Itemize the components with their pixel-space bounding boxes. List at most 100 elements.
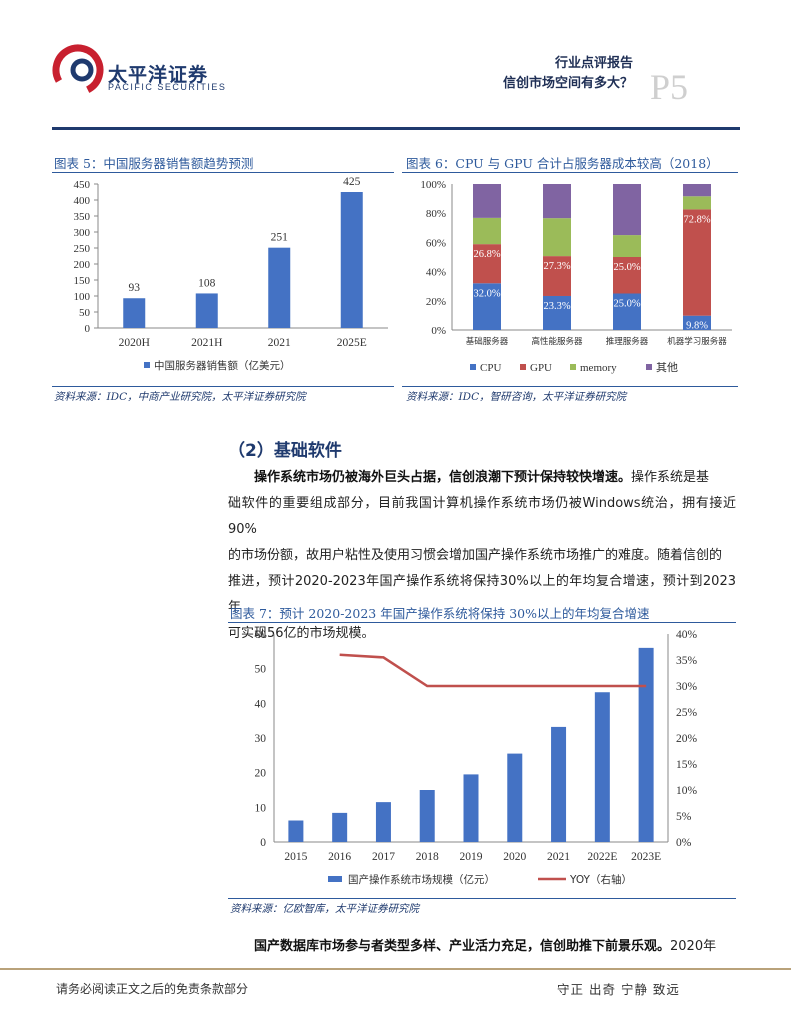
legend-label: YOY（右轴） [569, 873, 632, 886]
report-type: 行业点评报告 [554, 56, 633, 71]
y-tick-label: 350 [74, 211, 91, 223]
y-tick-label: 60% [426, 237, 446, 249]
stack-segment [613, 235, 641, 257]
data-label: 93 [129, 282, 141, 294]
stack-segment [543, 218, 571, 257]
legend-label: 其他 [656, 361, 678, 374]
y-tick-label: 50 [79, 307, 91, 319]
y-tick-label: 250 [74, 243, 91, 255]
bar [463, 774, 479, 842]
bar [638, 647, 654, 842]
x-tick-label: 高性能服务器 [531, 336, 583, 347]
company-logo [52, 44, 104, 96]
bar [551, 726, 567, 842]
bar [288, 820, 304, 842]
y-tick-label: 30 [255, 733, 267, 745]
data-label: 23.3% [543, 301, 570, 312]
legend-label: 中国服务器销售额（亿美元） [154, 359, 291, 372]
para-line-3: 的市场份额，故用户粘性及使用习惯会增加国产操作系统市场推广的难度。随着信创的 [228, 548, 723, 563]
data-label: 25.0% [613, 299, 640, 310]
logo-mark-icon [52, 44, 104, 96]
fig6-chart: 0% 20% 40% 60% 80% 100% 32.0% 26.8% 基础服务器 23.3% 27… [420, 179, 732, 374]
y-tick-label: 100 [74, 291, 91, 303]
y-tick-label: 150 [74, 275, 91, 287]
fig6-title: 图表 6：CPU 与 GPU 合计占服务器成本较高（2018） [406, 156, 719, 171]
bar [594, 692, 610, 842]
y-tick-label: 0 [260, 837, 266, 849]
y2-tick-label: 15% [676, 759, 698, 771]
legend-label: GPU [530, 362, 552, 374]
para-line-5: 可实现56亿的市场规模。 [228, 626, 375, 641]
fig7-source: 资料来源：亿欧智库，太平洋证券研究院 [230, 903, 419, 915]
footer-motto: 守正 出奇 宁静 致远 [557, 982, 680, 997]
bar [332, 812, 348, 842]
stack-segment [543, 295, 571, 330]
section-title: （2）基础软件 [228, 441, 342, 461]
x-tick-label: 2023E [631, 851, 661, 863]
logo-text-en: PACIFIC SECURITIES [108, 82, 227, 92]
y-tick-label: 20% [426, 296, 446, 308]
x-tick-label: 2016 [328, 851, 351, 863]
footer-rule [0, 968, 791, 970]
y-tick-label: 60 [255, 629, 267, 641]
y2-tick-label: 30% [676, 681, 698, 693]
stack-segment [613, 257, 641, 294]
legend-swatch [570, 364, 576, 370]
x-tick-label: 2020H [119, 337, 150, 349]
fig7-title: 图表 7：预计 2020-2023 年国产操作系统将保持 30%以上的年均复合增… [230, 606, 650, 621]
data-label: 9.8% [686, 321, 708, 332]
footer-disclaimer: 请务必阅读正文之后的免责条款部分 [56, 982, 249, 996]
stack-segment [613, 293, 641, 330]
data-label: 26.8% [473, 249, 500, 260]
x-tick-label: 2022E [587, 851, 617, 863]
fig5-chart: 0 50 100 150 200 250 300 350 400 450 93 2020H 108 202… [74, 176, 388, 372]
para-bold-lead: 操作系统市场仍被海外巨头占据，信创浪潮下预计保持较快增速。 [254, 470, 632, 485]
logo-text-cn: 太平洋证券 [108, 64, 209, 86]
legend-swatch [520, 364, 526, 370]
x-tick-label: 2021 [547, 851, 570, 863]
fig6-bottom-rule [402, 386, 738, 387]
stack-segment [473, 184, 501, 218]
fig5-title-rule [52, 172, 394, 173]
legend-label: CPU [480, 362, 501, 374]
bar [123, 298, 146, 328]
stack-segment [543, 184, 571, 219]
header-rule [52, 127, 740, 130]
data-label: 251 [271, 232, 289, 244]
data-label: 108 [198, 277, 216, 289]
para2-bold-lead: 国产数据库市场参与者类型多样、产业活力充足，信创助推下前景乐观。 [254, 939, 671, 954]
y2-tick-label: 0% [676, 837, 692, 849]
stack-segment [683, 209, 711, 316]
x-tick-label: 基础服务器 [466, 336, 509, 347]
y-tick-label: 10 [255, 802, 267, 814]
y2-tick-label: 10% [676, 785, 698, 797]
x-tick-label: 2015 [284, 851, 307, 863]
y-tick-label: 40 [255, 698, 267, 710]
stack-segment [473, 244, 501, 284]
stack-segment [683, 184, 711, 197]
legend-swatch [328, 876, 342, 882]
x-tick-label: 2020 [503, 851, 526, 863]
y2-tick-label: 5% [676, 811, 692, 823]
para2-rest: 2020年 [670, 939, 717, 954]
y-tick-label: 20 [255, 768, 267, 780]
y-tick-label: 100% [420, 179, 446, 191]
section-paragraph: 操作系统市场仍被海外巨头占据，信创浪潮下预计保持较快增速。操作系统是基 础软件的… [228, 465, 736, 647]
paragraph-2: 国产数据库市场参与者类型多样、产业活力充足，信创助推下前景乐观。2020年 [228, 934, 736, 960]
y-tick-label: 80% [426, 208, 446, 220]
stack-segment [683, 315, 711, 330]
legend-label: 国产操作系统市场规模（亿元） [348, 873, 495, 886]
x-tick-label: 2021H [191, 337, 222, 349]
x-tick-label: 2021 [268, 337, 291, 349]
stack-segment [683, 196, 711, 210]
x-tick-label: 2025E [337, 337, 367, 349]
legend-swatch [470, 364, 476, 370]
fig6-title-rule [402, 172, 738, 173]
bar [419, 790, 435, 842]
page-number: P5 [650, 67, 689, 107]
stack-segment [473, 217, 501, 245]
fig5-source: 资料来源：IDC，中商产业研究院，太平洋证券研究院 [54, 391, 306, 403]
bar [268, 247, 291, 328]
x-tick-label: 2017 [372, 851, 395, 863]
y-tick-label: 40% [426, 267, 446, 279]
